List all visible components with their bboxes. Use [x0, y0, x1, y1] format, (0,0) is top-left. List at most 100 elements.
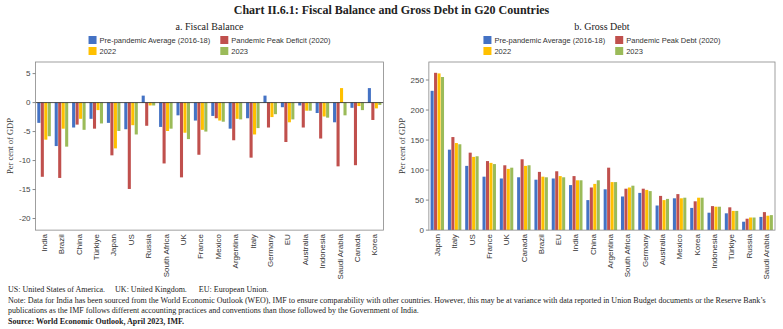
footnote: US: United States of America. UK: United… — [8, 285, 268, 294]
bar — [521, 159, 524, 230]
bar — [538, 172, 541, 230]
x-tick-label: Canada — [520, 234, 529, 263]
bar — [159, 103, 162, 127]
bar — [163, 103, 166, 164]
bar — [441, 77, 444, 230]
bar — [89, 103, 92, 119]
bar — [690, 208, 693, 230]
bar — [431, 91, 434, 230]
bar — [628, 187, 631, 230]
footnote: Source: World Economic Outlook, April 20… — [8, 317, 184, 326]
x-tick-label: Türkiye — [92, 234, 101, 261]
bar — [590, 187, 593, 230]
y-axis-label: Per cent of GDP — [397, 118, 407, 174]
bar — [451, 137, 454, 230]
bar — [507, 169, 510, 230]
x-tick-label: US — [468, 234, 477, 245]
legend: Pre-pandemic Average (2016-18)Pandemic P… — [89, 36, 331, 56]
bar — [624, 189, 627, 230]
bar — [697, 198, 700, 230]
bar — [645, 190, 648, 230]
y-tick-label: 250 — [411, 76, 425, 85]
bar — [194, 103, 197, 121]
y-tick — [33, 160, 36, 161]
bar — [187, 103, 190, 140]
bar — [663, 200, 666, 230]
bar — [201, 103, 204, 130]
legend-label: 2022 — [494, 47, 511, 56]
bar — [72, 103, 75, 128]
panel-title: b. Gross Debt — [574, 21, 629, 32]
bar — [343, 103, 346, 116]
x-tick-label: Germany — [641, 234, 650, 267]
bar — [573, 176, 576, 230]
y-tick — [426, 170, 429, 171]
x-tick-label: Argentina — [231, 234, 240, 269]
bar — [545, 177, 548, 230]
bar — [263, 96, 266, 103]
x-tick-label: US — [127, 234, 136, 245]
bar — [476, 156, 479, 230]
x-tick-label: EU — [283, 234, 292, 245]
legend-swatch — [220, 47, 228, 55]
x-tick-label: Australia — [658, 234, 667, 266]
bar — [236, 103, 239, 119]
y-tick-label: -5 — [23, 127, 31, 136]
bar — [483, 177, 486, 230]
bar — [250, 103, 253, 158]
legend-swatch — [220, 36, 228, 44]
x-tick-label: UK — [179, 233, 188, 245]
y-tick-label: 50 — [415, 196, 424, 205]
y-tick-label: -20 — [19, 214, 31, 223]
x-tick-label: Mexico — [214, 234, 223, 260]
bar — [298, 103, 301, 106]
legend-swatch — [615, 36, 623, 44]
bar — [166, 103, 169, 131]
bar — [114, 103, 117, 149]
x-tick-label: Germany — [266, 234, 275, 267]
bar — [586, 200, 589, 230]
bar — [197, 103, 200, 155]
y-tick — [33, 102, 36, 103]
bar — [728, 207, 731, 230]
bar — [770, 215, 773, 230]
bar — [631, 186, 634, 230]
y-tick-label: 100 — [411, 166, 425, 175]
bar — [541, 177, 544, 230]
bar — [701, 198, 704, 230]
bar — [375, 103, 378, 109]
legend-swatch — [89, 47, 97, 55]
bar — [37, 103, 40, 123]
bar — [96, 103, 99, 111]
bar — [694, 201, 697, 230]
x-tick-label: South Africa — [162, 234, 171, 278]
bar — [58, 103, 61, 178]
x-tick-label: Australia — [301, 234, 310, 266]
bar — [176, 103, 179, 116]
footnote: Note: Data for India has been sourced fr… — [8, 296, 766, 315]
bar — [604, 189, 607, 230]
panel: a. Fiscal BalancePer cent of GDPPre-pand… — [5, 21, 384, 280]
legend-swatch — [483, 36, 491, 44]
bar — [337, 103, 340, 167]
legend-label: Pre-pandemic Average (2016-18) — [494, 36, 605, 45]
bar — [434, 73, 437, 230]
bar — [562, 177, 565, 230]
bar — [753, 218, 756, 231]
bar — [746, 219, 749, 230]
x-tick-label: India — [571, 234, 580, 252]
y-tick — [426, 80, 429, 81]
footnote-line: Note: Data for India has been sourced fr… — [8, 296, 766, 305]
bar — [246, 103, 249, 119]
y-tick — [426, 230, 429, 231]
panel-title: a. Fiscal Balance — [176, 21, 245, 32]
bar — [232, 103, 235, 141]
bar — [638, 193, 641, 230]
panel: b. Gross Debt Per cent of GDP Pre-pandemic… — [397, 21, 776, 280]
bar — [534, 180, 537, 230]
bar — [569, 185, 572, 230]
bar — [62, 103, 65, 129]
bar — [44, 103, 47, 140]
y-tick — [426, 140, 429, 141]
bar — [680, 198, 683, 230]
